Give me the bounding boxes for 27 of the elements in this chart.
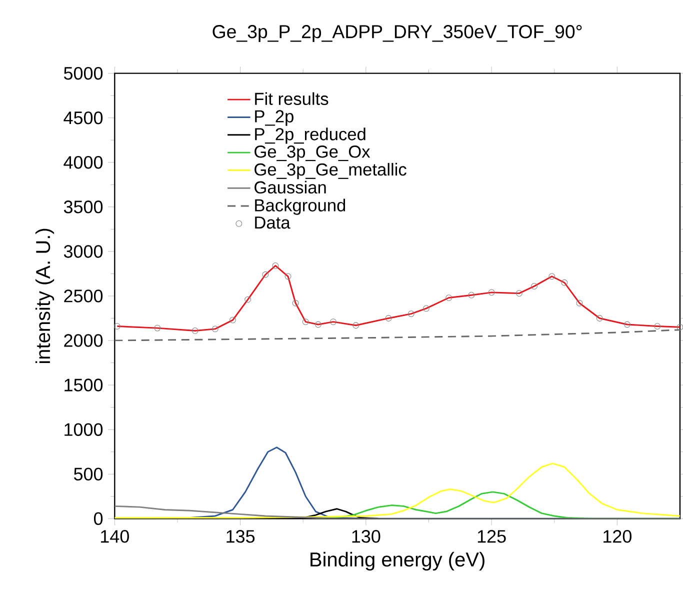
y-tick-label: 4000 <box>64 156 103 169</box>
legend-label: Gaussian <box>254 180 326 194</box>
y-tick-label: 2000 <box>64 334 103 347</box>
x-tick-label: 130 <box>352 530 380 543</box>
chart-title: Ge_3p_P_2p_ADPP_DRY_350eV_TOF_90° <box>212 25 582 42</box>
y-tick-label: 1000 <box>64 423 103 436</box>
x-axis-title: Binding energy (eV) <box>310 552 484 571</box>
x-tick-label: 125 <box>478 530 506 543</box>
y-tick-label: 3500 <box>64 200 103 214</box>
legend-label: Data <box>255 216 290 229</box>
x-tick-label: 120 <box>604 530 632 543</box>
legend-label: Fit results <box>255 92 328 106</box>
legend-label: Background <box>255 198 346 215</box>
y-tick-label: 0 <box>94 512 103 526</box>
y-axis-title: intensity (A. U.) <box>35 228 54 363</box>
y-tick-label: 3000 <box>64 245 103 258</box>
legend-label: Ge_3p_Ge_metallic <box>254 162 406 180</box>
legend-label: P_2p <box>255 110 294 126</box>
y-tick-label: 500 <box>74 468 103 480</box>
x-tick-label: 140 <box>101 530 129 543</box>
y-tick-label: 1500 <box>64 378 103 392</box>
legend-label: P_2p_reduced <box>255 128 366 144</box>
legend-label: Ge_3p_Ge_Ox <box>254 146 370 162</box>
y-tick-label: 5000 <box>64 66 103 80</box>
y-tick-label: 4500 <box>64 111 103 124</box>
y-tick-label: 2500 <box>64 290 103 302</box>
x-tick-label: 135 <box>226 530 255 543</box>
